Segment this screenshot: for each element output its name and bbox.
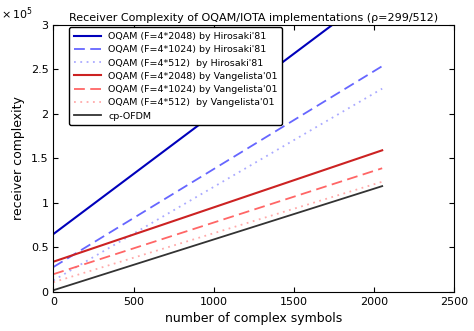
X-axis label: number of complex symbols: number of complex symbols: [165, 312, 343, 325]
OQAM (F=4*1024) by Vangelista'01: [207, 222, 212, 226]
OQAM (F=4*2048) by Vangelista'01: [372, 151, 377, 155]
OQAM (F=4*2048) by Hirosaki'81: [207, 115, 212, 119]
OQAM (F=4*512)  by Hirosaki'81: [207, 187, 212, 191]
Line: OQAM (F=4*512)  by Hirosaki'81: OQAM (F=4*512) by Hirosaki'81: [53, 89, 382, 280]
cp-OFDM: [207, 239, 212, 243]
cp-OFDM: [379, 184, 385, 188]
cp-OFDM: [246, 226, 252, 230]
OQAM (F=4*1024) by Vangelista'01: [228, 215, 234, 219]
OQAM (F=4*2048) by Vangelista'01: [207, 207, 212, 211]
Text: $\times\,10^5$: $\times\,10^5$: [1, 5, 33, 22]
Line: OQAM (F=4*512)  by Vangelista'01: OQAM (F=4*512) by Vangelista'01: [53, 182, 382, 282]
OQAM (F=4*512)  by Vangelista'01: [320, 198, 326, 202]
OQAM (F=4*512)  by Hirosaki'81: [320, 121, 326, 125]
OQAM (F=4*1024) by Vangelista'01: [50, 272, 56, 276]
OQAM (F=4*2048) by Vangelista'01: [246, 193, 252, 197]
cp-OFDM: [372, 187, 377, 191]
OQAM (F=4*1024) by Hirosaki'81: [320, 100, 326, 104]
OQAM (F=4*1024) by Hirosaki'81: [372, 69, 377, 73]
OQAM (F=4*2048) by Vangelista'01: [320, 168, 326, 172]
Legend: OQAM (F=4*2048) by Hirosaki'81, OQAM (F=4*1024) by Hirosaki'81, OQAM (F=4*512)  : OQAM (F=4*2048) by Hirosaki'81, OQAM (F=…: [69, 27, 283, 125]
OQAM (F=4*2048) by Hirosaki'81: [50, 232, 56, 236]
Line: OQAM (F=4*1024) by Vangelista'01: OQAM (F=4*1024) by Vangelista'01: [53, 168, 382, 274]
OQAM (F=4*2048) by Hirosaki'81: [228, 99, 234, 103]
Line: OQAM (F=4*2048) by Vangelista'01: OQAM (F=4*2048) by Vangelista'01: [53, 150, 382, 262]
OQAM (F=4*512)  by Hirosaki'81: [246, 164, 252, 168]
OQAM (F=4*512)  by Vangelista'01: [209, 232, 214, 236]
OQAM (F=4*1024) by Hirosaki'81: [50, 265, 56, 269]
OQAM (F=4*512)  by Hirosaki'81: [379, 87, 385, 91]
OQAM (F=4*2048) by Vangelista'01: [50, 260, 56, 264]
cp-OFDM: [320, 203, 326, 207]
Y-axis label: receiver complexity: receiver complexity: [12, 96, 25, 220]
OQAM (F=4*1024) by Vangelista'01: [379, 166, 385, 170]
Line: OQAM (F=4*2048) by Hirosaki'81: OQAM (F=4*2048) by Hirosaki'81: [53, 0, 382, 234]
OQAM (F=4*512)  by Hirosaki'81: [50, 278, 56, 282]
OQAM (F=4*1024) by Hirosaki'81: [379, 64, 385, 68]
OQAM (F=4*2048) by Hirosaki'81: [246, 85, 252, 89]
OQAM (F=4*1024) by Vangelista'01: [320, 185, 326, 189]
cp-OFDM: [209, 238, 214, 242]
OQAM (F=4*1024) by Vangelista'01: [246, 209, 252, 213]
OQAM (F=4*512)  by Vangelista'01: [50, 280, 56, 284]
Title: Receiver Complexity of OQAM/IOTA implementations (ρ=299/512): Receiver Complexity of OQAM/IOTA impleme…: [69, 13, 438, 23]
OQAM (F=4*512)  by Vangelista'01: [228, 226, 234, 230]
OQAM (F=4*1024) by Vangelista'01: [209, 221, 214, 225]
OQAM (F=4*512)  by Hirosaki'81: [209, 186, 214, 190]
OQAM (F=4*2048) by Vangelista'01: [379, 148, 385, 152]
cp-OFDM: [228, 232, 234, 236]
OQAM (F=4*1024) by Hirosaki'81: [209, 168, 214, 172]
OQAM (F=4*512)  by Hirosaki'81: [228, 175, 234, 179]
OQAM (F=4*512)  by Hirosaki'81: [372, 91, 377, 95]
OQAM (F=4*1024) by Vangelista'01: [372, 169, 377, 173]
OQAM (F=4*1024) by Hirosaki'81: [228, 156, 234, 160]
OQAM (F=4*512)  by Vangelista'01: [379, 180, 385, 184]
OQAM (F=4*2048) by Hirosaki'81: [209, 114, 214, 118]
OQAM (F=4*512)  by Vangelista'01: [246, 220, 252, 224]
OQAM (F=4*1024) by Hirosaki'81: [246, 146, 252, 150]
Line: OQAM (F=4*1024) by Hirosaki'81: OQAM (F=4*1024) by Hirosaki'81: [53, 66, 382, 267]
OQAM (F=4*2048) by Hirosaki'81: [320, 30, 326, 34]
OQAM (F=4*512)  by Vangelista'01: [207, 232, 212, 236]
OQAM (F=4*2048) by Vangelista'01: [209, 206, 214, 210]
OQAM (F=4*1024) by Hirosaki'81: [207, 170, 212, 174]
Line: cp-OFDM: cp-OFDM: [53, 186, 382, 290]
OQAM (F=4*2048) by Vangelista'01: [228, 200, 234, 204]
cp-OFDM: [50, 288, 56, 292]
OQAM (F=4*512)  by Vangelista'01: [372, 182, 377, 186]
